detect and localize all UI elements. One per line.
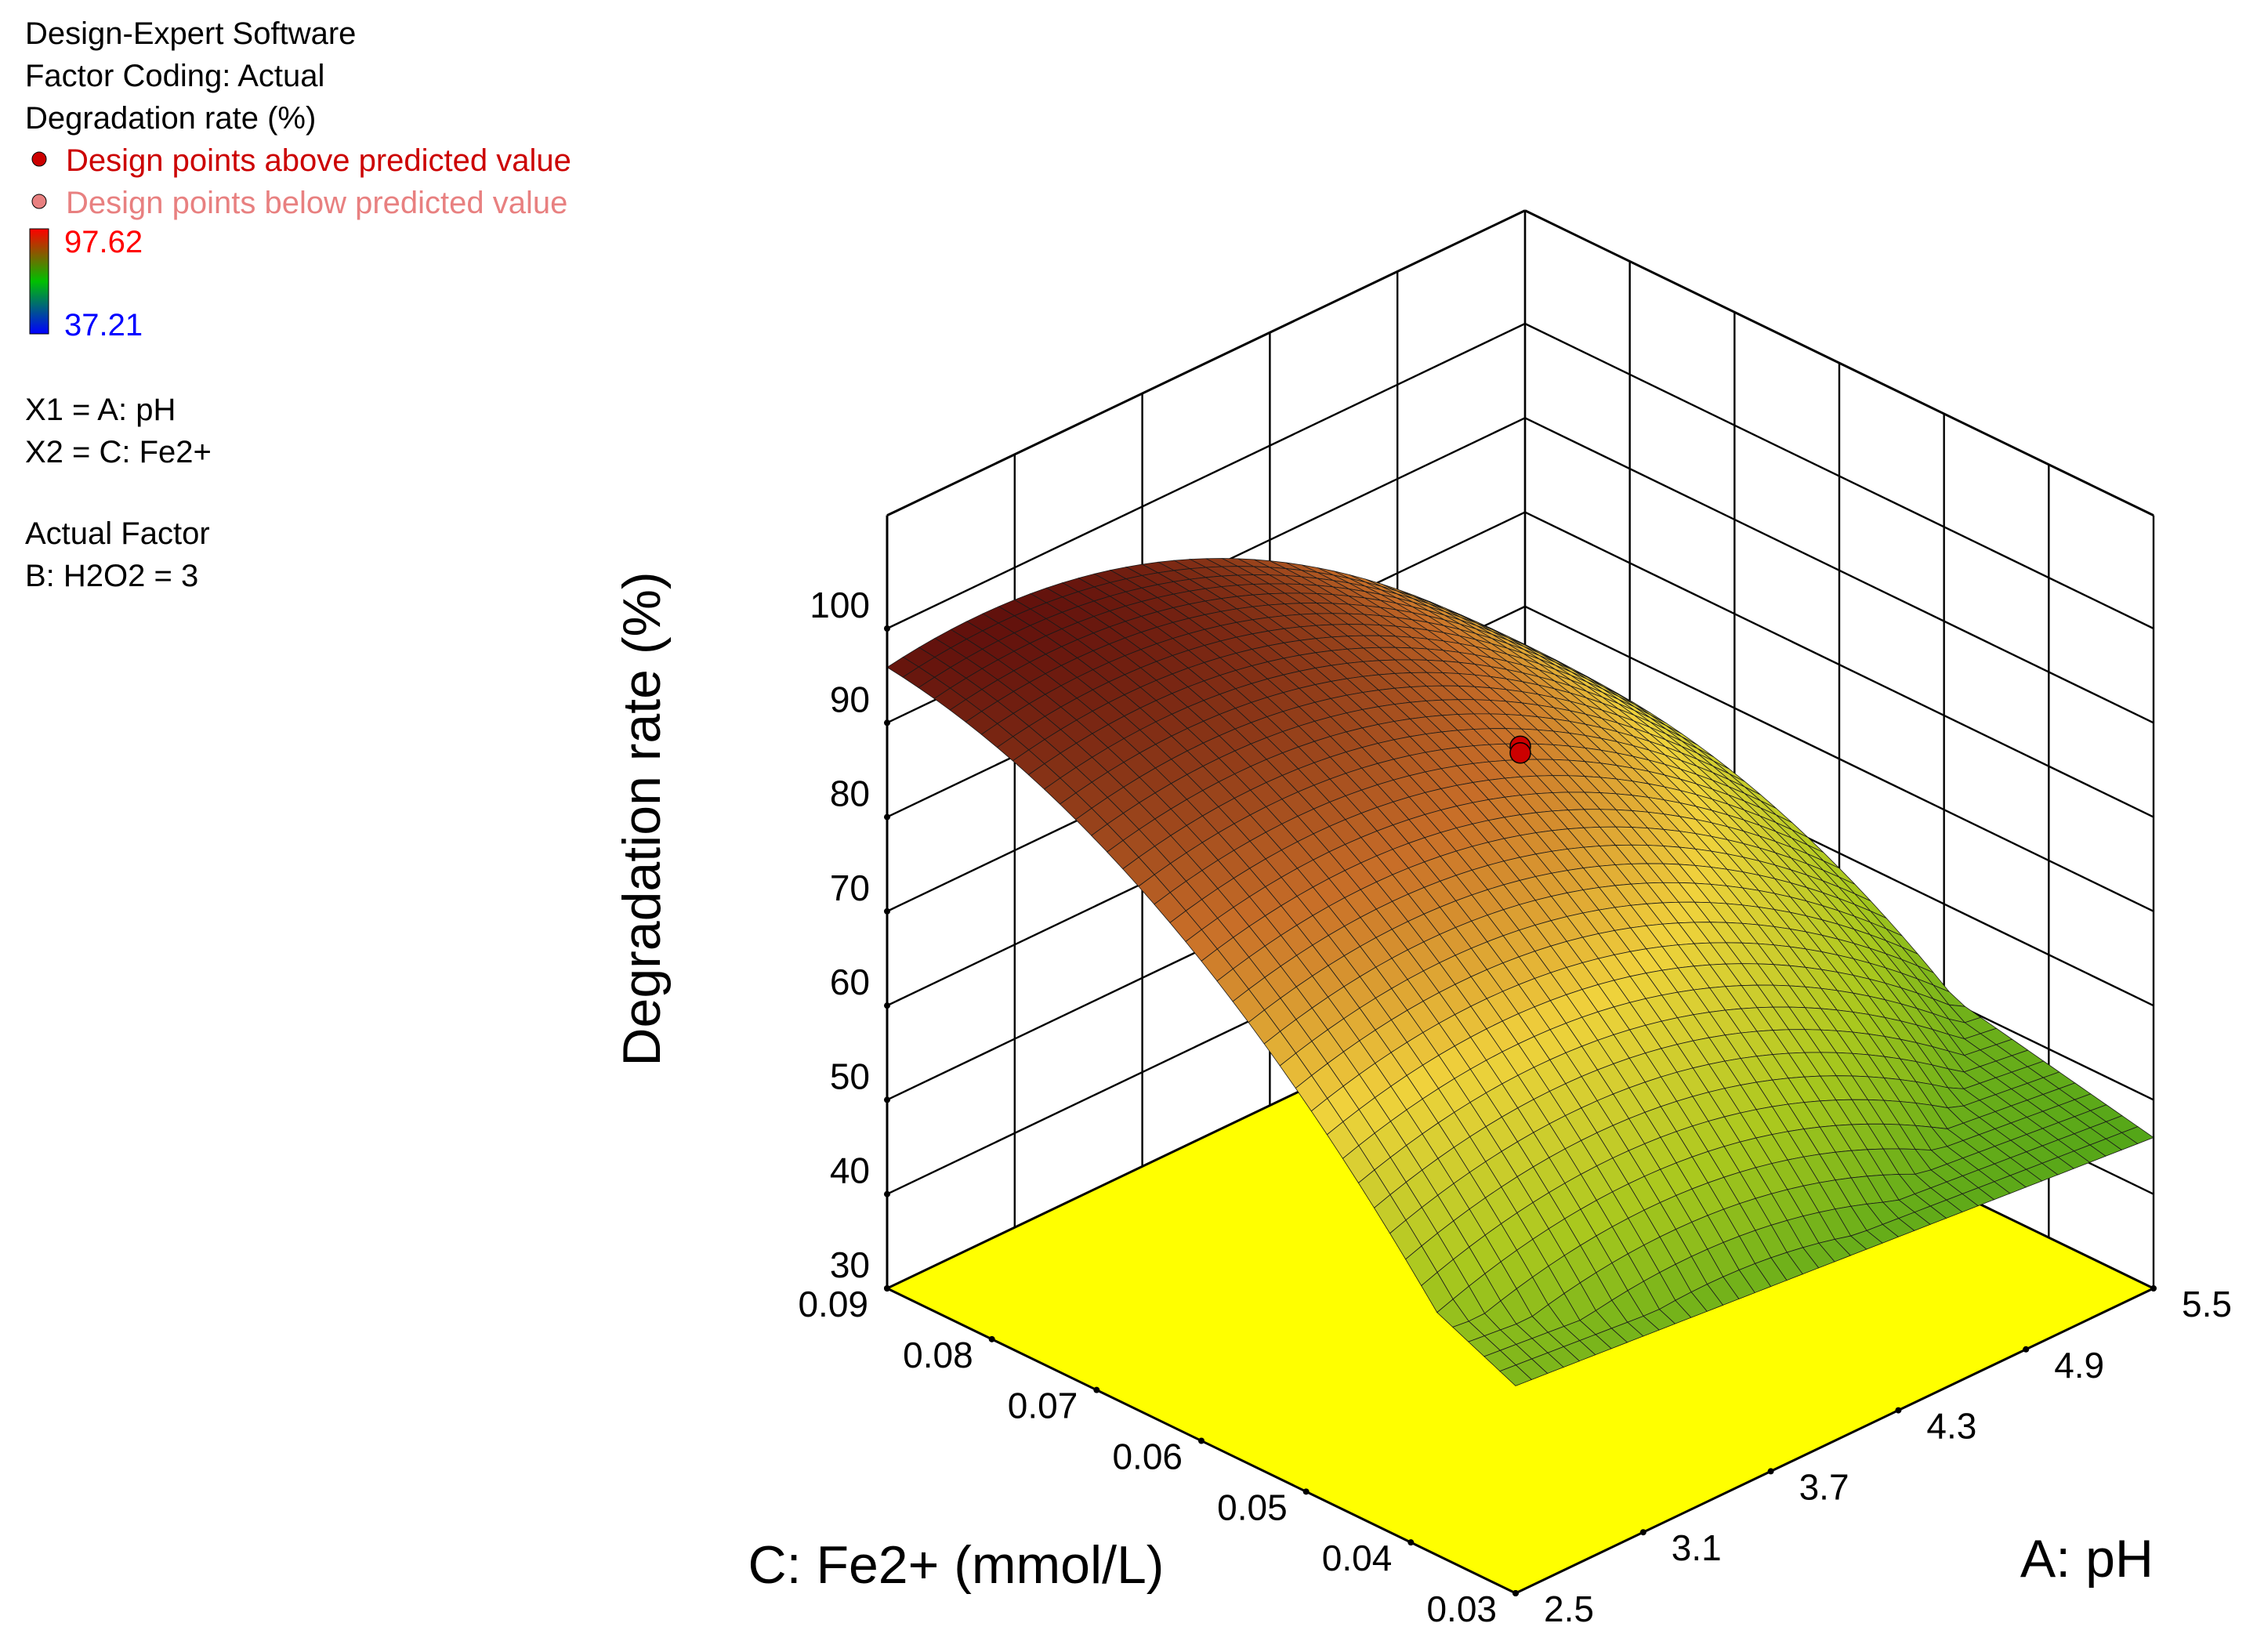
- z-tick-mark: [884, 908, 890, 915]
- y-tick-label: 0.08: [903, 1335, 973, 1375]
- y-tick-mark: [988, 1335, 995, 1342]
- colorbar: [29, 228, 49, 335]
- wall-top-edge: [886, 209, 1526, 517]
- y-tick-label: 0.09: [798, 1284, 868, 1324]
- software-name: Design-Expert Software: [25, 16, 356, 51]
- x-tick-mark: [2023, 1346, 2030, 1353]
- y-tick-mark: [1198, 1437, 1205, 1444]
- surface-cell: [1499, 1364, 1533, 1386]
- above-point-marker: [31, 151, 47, 167]
- z-tick-label: 80: [830, 773, 870, 814]
- z-tick-mark: [884, 1002, 890, 1009]
- x1-definition: X1 = A: pH: [25, 393, 176, 427]
- x-tick-mark: [1895, 1407, 1902, 1414]
- y-tick-mark: [884, 1285, 890, 1292]
- legend-below: Design points below predicted value: [66, 186, 567, 220]
- actual-factor-value: B: H2O2 = 3: [25, 559, 198, 593]
- actual-factor-heading: Actual Factor: [25, 516, 210, 551]
- y-axis-title: C: Fe2+ (mmol/L): [748, 1535, 1165, 1595]
- x-axis-title: A: pH: [2020, 1529, 2154, 1589]
- design-points: [1509, 735, 1531, 764]
- z-tick-label: 50: [830, 1056, 870, 1096]
- x2-definition: X2 = C: Fe2+: [25, 435, 212, 469]
- back-walls: [886, 209, 2155, 1290]
- y-tick-mark: [1407, 1539, 1415, 1546]
- z-tick-mark: [884, 625, 890, 632]
- x-tick-label: 5.5: [2182, 1284, 2232, 1324]
- wall-top-edge: [1524, 209, 2154, 517]
- x-tick-label: 4.9: [2054, 1345, 2104, 1386]
- z-tick-mark: [884, 719, 890, 726]
- y-axis-ticks: 0.03 0.04 0.05 0.06 0.07 0.08 0.09: [798, 1284, 1519, 1629]
- x-tick-label: 3.1: [1672, 1527, 1722, 1568]
- y-tick-label: 0.05: [1217, 1487, 1288, 1527]
- z-tick-label: 90: [830, 679, 870, 719]
- y-tick-label: 0.03: [1426, 1589, 1497, 1629]
- y-tick-label: 0.06: [1112, 1436, 1183, 1477]
- colorbar-min-label: 37.21: [64, 308, 143, 342]
- x-axis-ticks: 2.5 3.1 3.7 4.3 4.9 5.5: [1512, 1284, 2232, 1629]
- x-tick-mark: [1767, 1468, 1774, 1475]
- below-point-marker: [31, 194, 47, 209]
- factor-coding: Factor Coding: Actual: [25, 59, 324, 93]
- y-tick-label: 0.04: [1322, 1538, 1393, 1578]
- x-tick-label: 2.5: [1544, 1589, 1594, 1629]
- y-tick-mark: [1512, 1590, 1519, 1596]
- response-name: Degradation rate (%): [25, 101, 316, 136]
- x-tick-label: 3.7: [1799, 1466, 1849, 1507]
- x-tick-label: 4.3: [1926, 1406, 1976, 1447]
- left-wall-hgrid: [886, 322, 1526, 630]
- z-tick-mark: [884, 1096, 890, 1103]
- y-tick-mark: [1093, 1386, 1100, 1393]
- z-tick-label: 30: [830, 1244, 870, 1285]
- z-axis-ticks: 30 40 50 60 70 80 90 100: [810, 515, 890, 1292]
- z-tick-mark: [884, 1190, 890, 1197]
- design-point: [1509, 742, 1531, 764]
- z-tick-label: 40: [830, 1150, 870, 1191]
- response-surface: [886, 558, 2154, 1386]
- y-tick-mark: [1302, 1488, 1310, 1495]
- z-tick-label: 60: [830, 962, 870, 1002]
- y-tick-label: 0.07: [1008, 1386, 1078, 1426]
- z-axis-title: Degradation rate (%): [612, 571, 672, 1066]
- z-tick-label: 100: [810, 585, 870, 625]
- legend-above: Design points above predicted value: [66, 143, 571, 178]
- x-tick-mark: [1639, 1529, 1646, 1536]
- z-tick-label: 70: [830, 868, 870, 908]
- z-tick-mark: [884, 813, 890, 821]
- colorbar-max-label: 97.62: [64, 225, 143, 259]
- info-panel: Design-Expert Software Factor Coding: Ac…: [25, 16, 571, 593]
- x-tick-mark: [2150, 1285, 2157, 1292]
